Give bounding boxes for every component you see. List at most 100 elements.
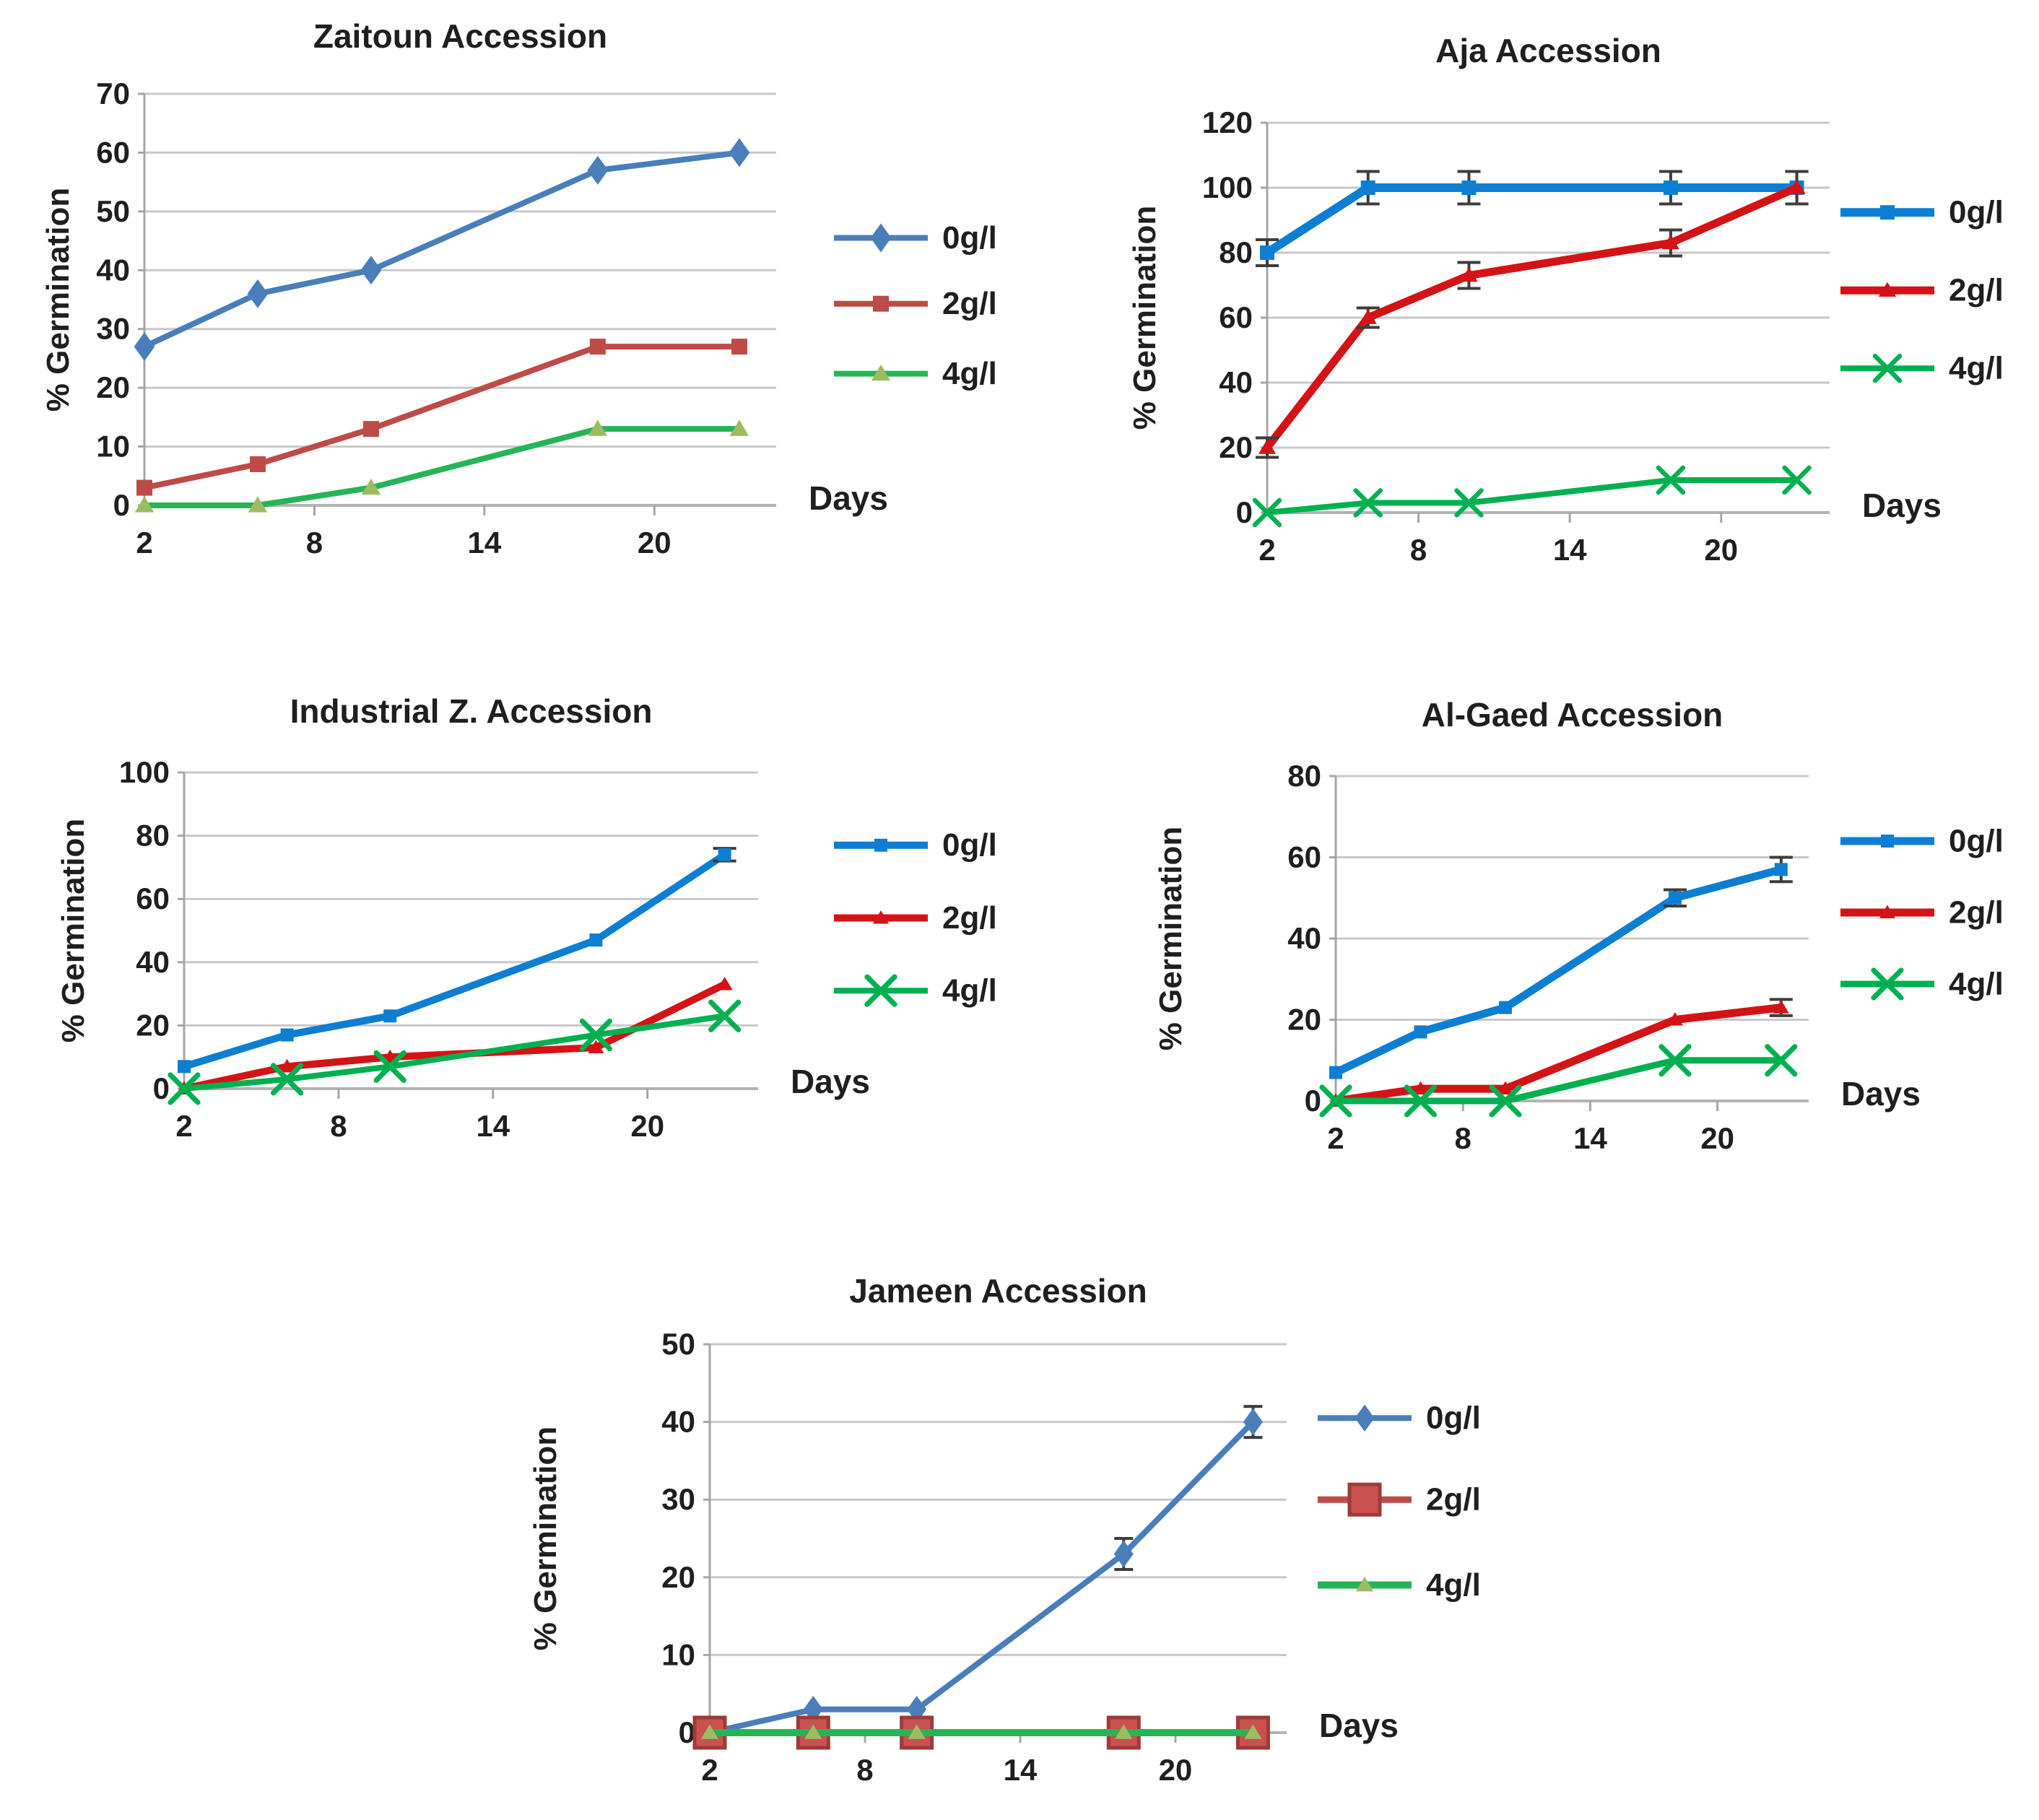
data-point-marker <box>1412 1081 1429 1095</box>
series-line <box>1331 865 1786 1077</box>
legend-label: 2g/l <box>1426 1482 1481 1518</box>
y-tick-label: 30 <box>661 1482 695 1516</box>
x-axis-label: Days <box>791 1063 870 1100</box>
data-point-marker <box>1355 1404 1375 1432</box>
legend-item-4g-l: 4g/l <box>1840 351 2004 386</box>
y-tick-label: 60 <box>136 881 170 915</box>
data-point-marker <box>1260 245 1274 260</box>
data-point-marker <box>716 976 733 990</box>
data-point-marker <box>1115 1724 1133 1739</box>
y-tick-label: 10 <box>661 1637 695 1671</box>
data-point-marker <box>270 1063 304 1096</box>
legend-item-4g-l: 4g/l <box>834 973 997 1009</box>
legend-label: 4g/l <box>1426 1567 1481 1603</box>
data-point-marker <box>1359 309 1377 324</box>
legend-label: 4g/l <box>1949 351 2004 386</box>
legend-label: 0g/l <box>1949 824 2004 859</box>
plot-svg: 0 20 40 60 80 2 8 14 20 % Germination Days 0g/l 2g/l… <box>1153 759 2004 1155</box>
x-tick-label: 14 <box>1004 1753 1038 1787</box>
chart-title: Industrial Z. Accession <box>290 692 653 730</box>
series-line <box>1264 477 1800 515</box>
legend-label: 0g/l <box>1949 195 2004 230</box>
data-point-marker <box>718 848 731 861</box>
data-point-marker <box>908 1724 926 1739</box>
data-point-marker <box>1461 180 1477 195</box>
chart-aja-accession: Aja Accession 0 20 40 60 80 100 120 2 8 14 20 % Ger… <box>1087 22 2039 639</box>
y-tick-label: 10 <box>96 430 130 463</box>
y-tick-label: 20 <box>96 370 130 404</box>
x-axis: 2 8 14 20 <box>1327 1101 1734 1155</box>
legend-label: 2g/l <box>942 900 997 936</box>
data-point-marker <box>1878 282 1897 297</box>
data-point-marker <box>1774 863 1788 876</box>
y-axis: 0 10 20 30 40 50 60 70 <box>96 77 146 522</box>
y-tick-label: 40 <box>1287 921 1321 955</box>
error-bars <box>1256 170 1809 459</box>
series-0g-l <box>178 847 736 1074</box>
data-point-marker <box>280 1028 294 1042</box>
series-2g-l <box>1256 170 1809 459</box>
y-tick-label: 50 <box>661 1327 695 1361</box>
data-point-marker <box>874 838 887 852</box>
series-4g-l <box>700 1724 1262 1739</box>
data-point-marker <box>168 1072 201 1105</box>
x-tick-label: 8 <box>856 1753 873 1787</box>
legend-label: 4g/l <box>942 973 997 1009</box>
chart-title: Aja Accession <box>1435 32 1661 69</box>
data-point-marker <box>361 478 381 495</box>
legend-item-0g-l: 0g/l <box>1318 1401 1481 1436</box>
legend-item-0g-l: 0g/l <box>834 827 997 863</box>
chart-jameen-accession: Jameen Accession 0 10 20 30 40 50 2 8 14 20 % Germ… <box>462 1267 1516 1816</box>
data-point-marker <box>1243 1408 1263 1436</box>
series-4g-l <box>1252 465 1812 528</box>
data-point-marker <box>1404 1084 1438 1118</box>
data-point-marker <box>1661 234 1680 250</box>
legend-label: 2g/l <box>1949 895 2004 931</box>
series-4g-l <box>1319 1044 1798 1118</box>
x-axis-label: Days <box>1319 1707 1399 1744</box>
data-point-marker <box>729 138 750 167</box>
series-4g-l <box>168 999 742 1105</box>
data-point-marker <box>1414 1025 1427 1039</box>
plot-svg: 0 10 20 30 40 50 60 70 2 8 14 20 % Germination Days 0g… <box>40 77 997 560</box>
series-0g-l <box>134 138 750 362</box>
data-point-marker <box>579 1018 613 1052</box>
x-axis-label: Days <box>1841 1075 1921 1113</box>
x-tick-label: 20 <box>1700 1121 1734 1155</box>
legend-label: 2g/l <box>1949 273 2004 308</box>
y-tick-label: 20 <box>1287 1003 1321 1037</box>
data-point-marker <box>873 295 889 312</box>
data-point-marker <box>1788 179 1806 194</box>
x-tick-label: 20 <box>630 1109 664 1143</box>
legend-item-2g-l: 2g/l <box>834 900 997 936</box>
legend-item-2g-l: 2g/l <box>1840 895 2004 931</box>
series-2g-l <box>136 339 747 496</box>
data-point-marker <box>249 456 266 472</box>
data-point-marker <box>1773 1000 1789 1014</box>
legend: 0g/l 2g/l 4g/l <box>1840 195 2004 386</box>
y-tick-label: 80 <box>1287 759 1321 793</box>
legend-label: 0g/l <box>942 220 997 256</box>
y-axis: 0 10 20 30 40 50 <box>661 1327 711 1749</box>
y-axis-label: % Germination <box>528 1427 563 1651</box>
data-point-marker <box>1258 439 1277 454</box>
legend-item-4g-l: 4g/l <box>1318 1567 1481 1603</box>
plot-svg: 0 10 20 30 40 50 2 8 14 20 % Germination Days 0g/l 2g… <box>528 1327 1481 1787</box>
data-point-marker <box>588 1040 604 1054</box>
legend-item-0g-l: 0g/l <box>1840 824 2004 859</box>
legend-item-4g-l: 4g/l <box>834 356 997 391</box>
y-tick-label: 100 <box>1202 170 1253 204</box>
legend-item-0g-l: 0g/l <box>834 220 997 256</box>
gridlines <box>1336 775 1809 1102</box>
series-line <box>181 980 729 1092</box>
legend: 0g/l 2g/l 4g/l <box>834 220 997 391</box>
data-point-marker <box>1113 1540 1134 1568</box>
legend: 0g/l 2g/l 4g/l <box>1840 824 2004 1002</box>
data-point-marker <box>708 999 742 1032</box>
x-axis-label: Days <box>809 479 888 517</box>
legend-label: 2g/l <box>942 286 997 321</box>
data-point-marker <box>1355 1577 1374 1592</box>
x-axis: 2 8 14 20 <box>1258 513 1738 567</box>
y-tick-label: 80 <box>1219 235 1253 269</box>
y-tick-label: 60 <box>96 135 130 169</box>
